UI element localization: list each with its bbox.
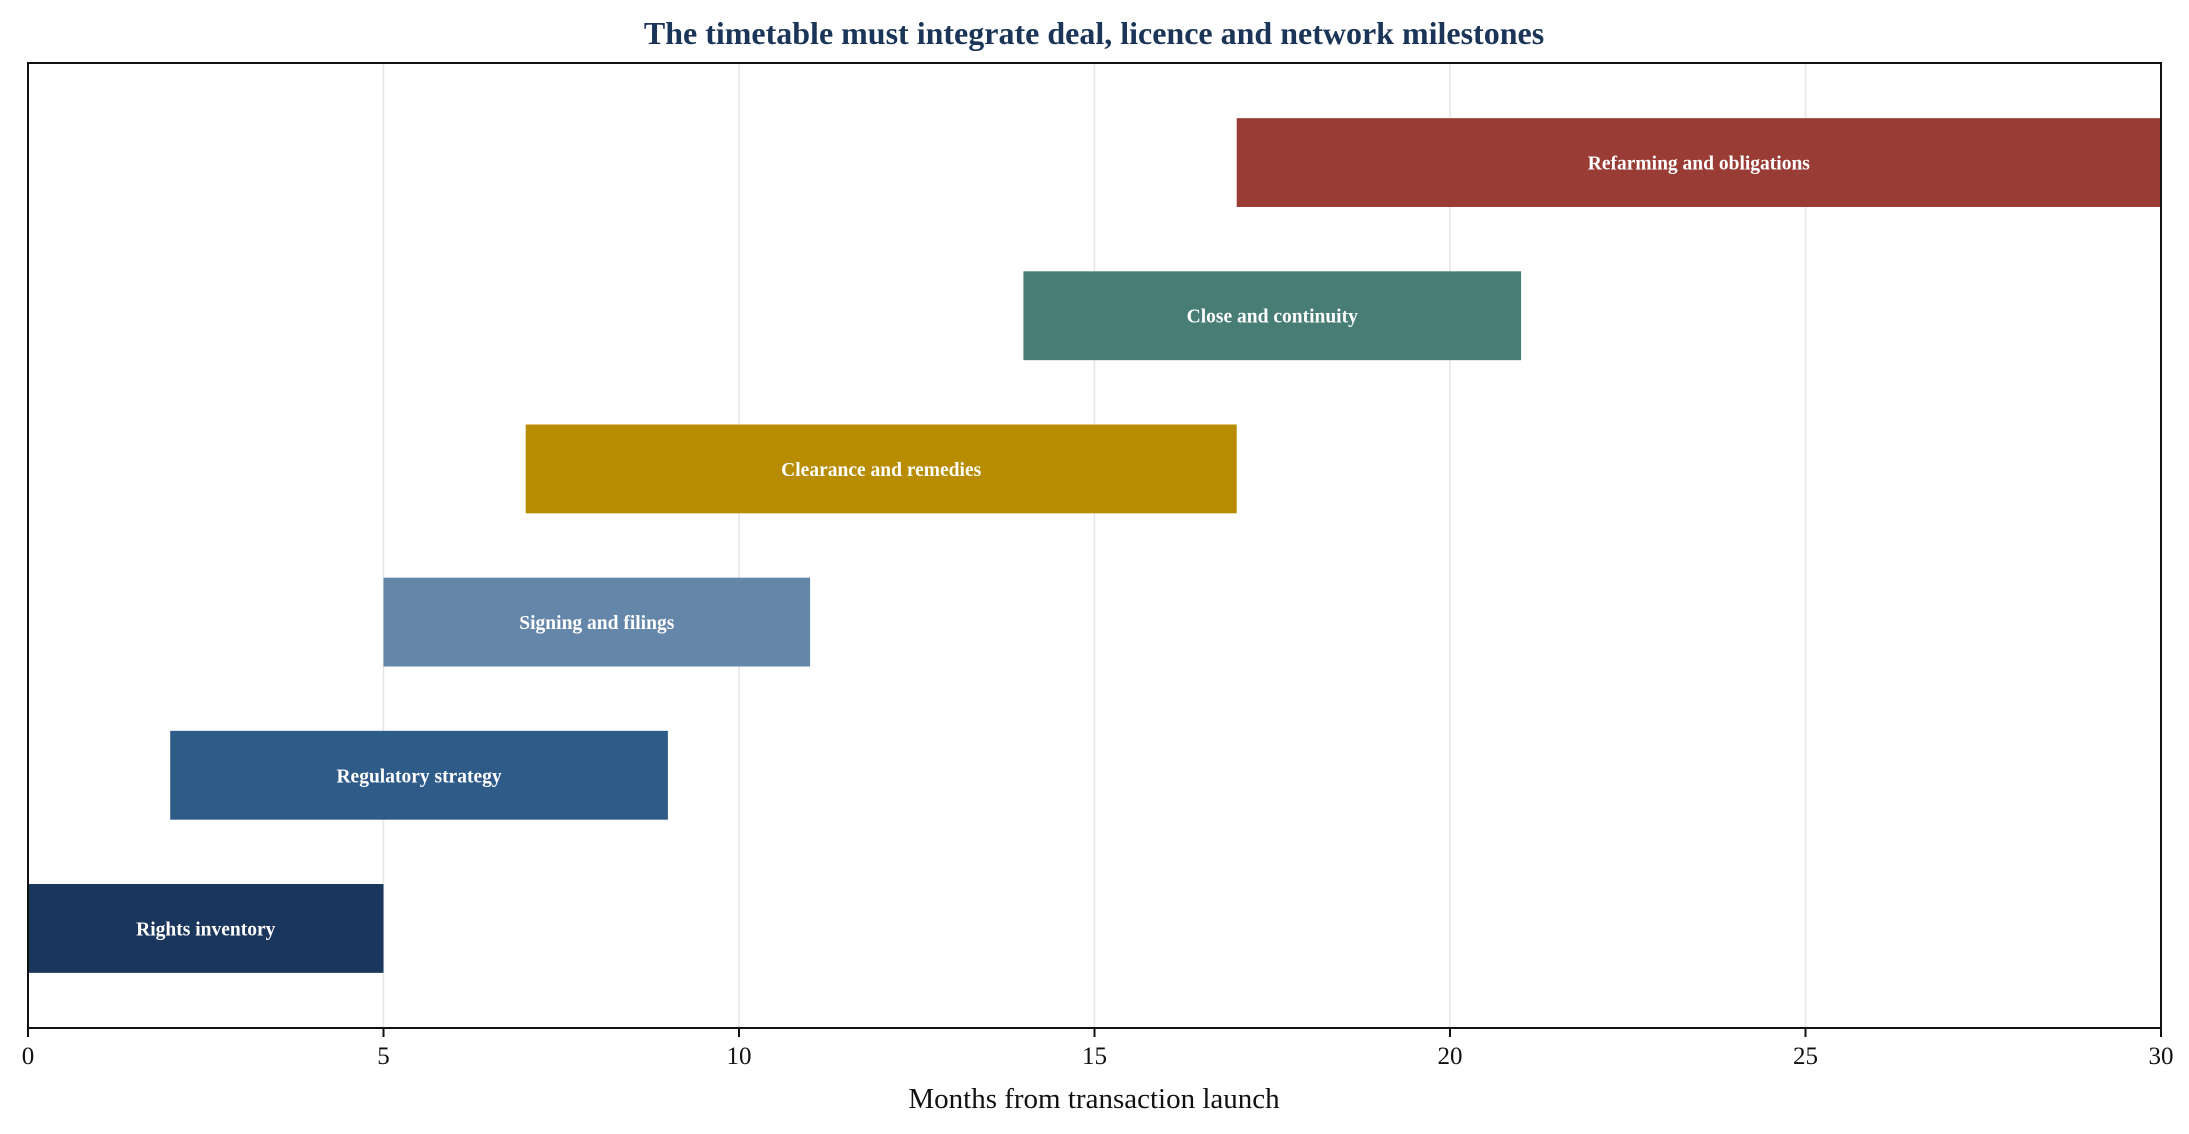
x-tick-label: 0 bbox=[22, 1043, 35, 1070]
x-tick-label: 20 bbox=[1438, 1043, 1463, 1070]
task-bar-label: Refarming and obligations bbox=[1588, 154, 1811, 175]
x-axis-label: Months from transaction launch bbox=[908, 1083, 1280, 1115]
chart-title: The timetable must integrate deal, licen… bbox=[644, 15, 1544, 51]
task-bar-label: Close and continuity bbox=[1187, 307, 1358, 328]
task-bar bbox=[383, 577, 811, 667]
task-bar-label: Regulatory strategy bbox=[336, 766, 501, 787]
grid-layer bbox=[382, 63, 1807, 1028]
task-bar bbox=[525, 424, 1237, 514]
x-tick-label: 15 bbox=[1082, 1043, 1107, 1070]
x-axis-ticks: 0 5 10 15 20 25 30 bbox=[22, 1028, 2174, 1070]
x-tick-label: 25 bbox=[1793, 1043, 1818, 1070]
task-bar bbox=[1023, 271, 1522, 361]
x-tick-label: 30 bbox=[2149, 1043, 2174, 1070]
x-tick-label: 5 bbox=[377, 1043, 390, 1070]
task-bar bbox=[1236, 118, 2161, 207]
task-bar bbox=[28, 884, 384, 973]
task-bar bbox=[170, 730, 668, 820]
task-bar-label: Signing and filings bbox=[519, 613, 674, 634]
task-bar-label: Clearance and remedies bbox=[781, 460, 981, 481]
bar-layer: Rights inventory Regulatory strategy Signi… bbox=[28, 118, 2161, 973]
task-bar-label: Rights inventory bbox=[136, 919, 275, 940]
x-tick-label: 10 bbox=[727, 1043, 752, 1070]
